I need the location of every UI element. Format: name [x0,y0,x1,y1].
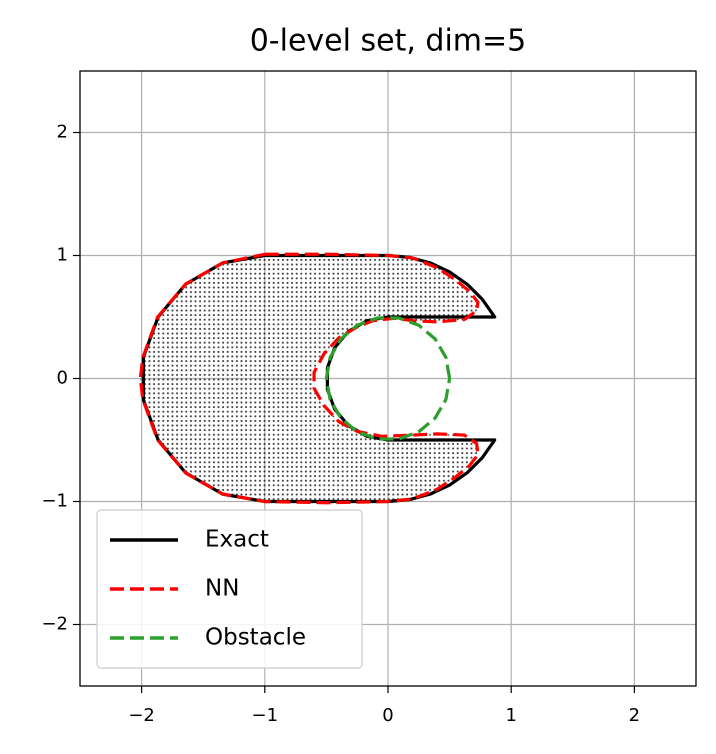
y-tick-label: 0 [57,368,68,389]
legend: Exact NN Obstacle [96,509,363,669]
chart-title: 0-level set, dim=5 [250,24,527,59]
legend-label: Exact [205,527,269,553]
x-tick-label: −1 [252,705,279,726]
y-tick-label: 1 [57,245,68,266]
x-tick-label: 0 [382,705,393,726]
plot-frame [79,70,697,687]
line [138,252,480,505]
legend-box [96,509,363,669]
y-tick-label: 2 [57,122,68,143]
y-tick-label: −1 [41,491,68,512]
legend-label: Obstacle [205,625,306,651]
legend-label: NN [205,576,239,602]
x-tick-label: 1 [505,705,516,726]
line [324,316,452,441]
y-tick-label: −2 [41,614,68,635]
x-tick-label: 2 [629,705,640,726]
x-tick-label: −2 [128,705,155,726]
